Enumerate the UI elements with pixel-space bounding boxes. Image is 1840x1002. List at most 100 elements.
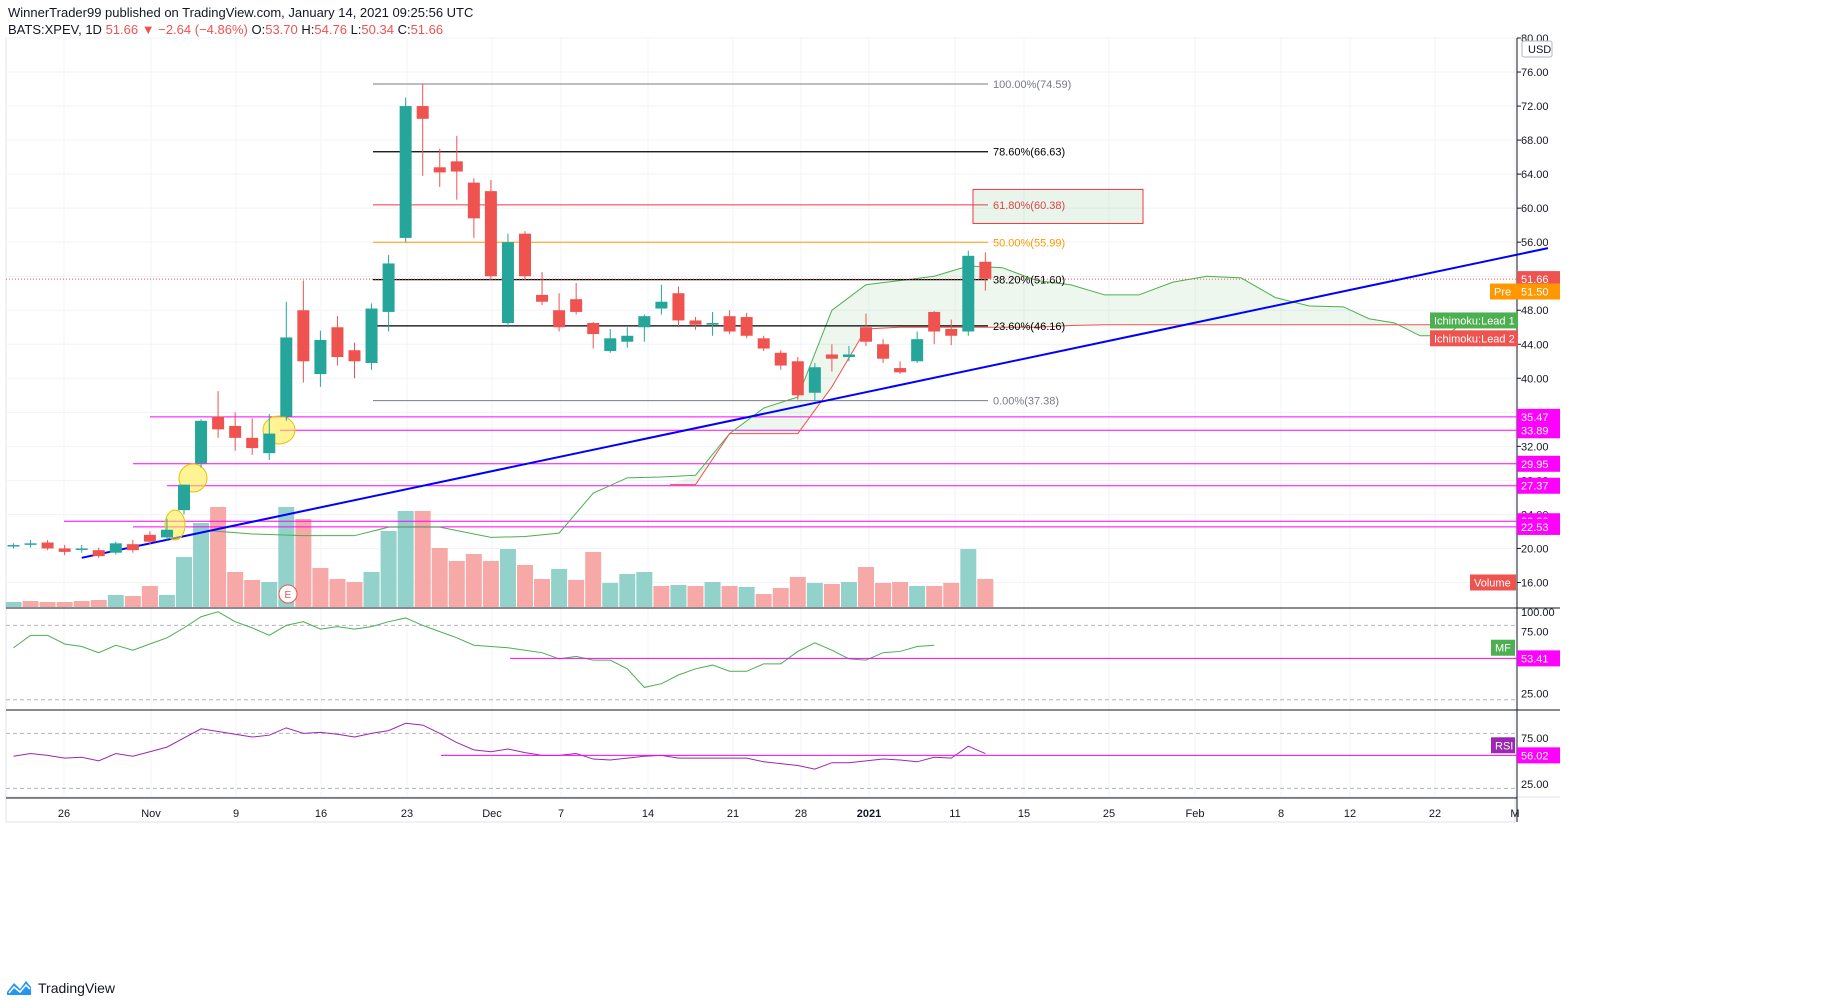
candle-body — [553, 310, 566, 328]
candle-body — [467, 182, 480, 219]
candle-body — [860, 327, 872, 342]
volume-bar — [278, 507, 295, 607]
candle-body — [7, 545, 20, 547]
open-value: 53.70 — [265, 22, 298, 37]
candle-body — [263, 433, 276, 454]
volume-bar — [363, 572, 380, 607]
currency-label: USD — [1528, 44, 1551, 56]
mf-tag-bg — [1491, 639, 1515, 656]
candle-body — [92, 550, 105, 557]
pre-market-badge: 51.50 — [1521, 287, 1549, 299]
candle-body — [587, 323, 600, 335]
candle-body — [416, 106, 429, 119]
candle-body — [570, 299, 583, 312]
ichimoku-lead1-tag-bg — [1430, 312, 1518, 329]
candle-body — [962, 255, 975, 332]
candle-body — [484, 191, 497, 277]
last-price-badge-bg — [1517, 271, 1560, 288]
time-tick-label: 28 — [795, 808, 807, 820]
candle-body — [740, 317, 753, 336]
candle-body — [75, 548, 88, 550]
support-level-badge-bg — [1517, 477, 1560, 494]
volume-bar — [414, 511, 431, 607]
candle-body — [450, 161, 463, 172]
chart-header: WinnerTrader99 published on TradingView.… — [8, 4, 473, 38]
symbol: BATS:XPEV, 1D — [8, 22, 102, 37]
price-tick-label: 20.00 — [1521, 543, 1549, 555]
volume-bar — [721, 586, 738, 607]
volume-bar — [22, 601, 39, 607]
candle-body — [109, 543, 122, 553]
time-tick-label: 22 — [1429, 808, 1441, 820]
candle-body — [126, 544, 139, 551]
volume-bar — [568, 580, 585, 607]
earnings-icon-label: E — [285, 590, 292, 601]
time-tick-label: 21 — [727, 808, 739, 820]
ichimoku-lead1-tag: Ichimoku:Lead 1 — [1434, 315, 1515, 327]
time-tick-label: 25 — [1103, 808, 1115, 820]
candle-body — [672, 293, 685, 321]
volume-bar — [39, 602, 56, 607]
volume-bar — [397, 511, 414, 607]
candle-body — [928, 311, 941, 332]
candle-body — [246, 437, 259, 449]
candle-body — [280, 337, 293, 417]
tradingview-logo-icon — [7, 981, 31, 995]
time-tick-label: Nov — [141, 808, 161, 820]
volume-bar — [329, 579, 346, 607]
price-tick-label: 16.00 — [1521, 577, 1549, 589]
price-tick-label: 56.00 — [1521, 237, 1549, 249]
volume-bar — [892, 582, 909, 607]
fib-target-box — [972, 188, 1144, 224]
candle-body — [314, 340, 327, 375]
rsi-pane: 75.00 25.00 — [6, 722, 1549, 791]
currency-badge — [1521, 40, 1553, 58]
fibonacci-retracement: 100.00%(74.59) 78.60%(66.63) 61.80%(60.38)… — [373, 79, 1071, 408]
time-tick-label: 26 — [58, 808, 70, 820]
ichimoku-lead2-tag: Ichimoku:Lead 2 — [1434, 333, 1515, 345]
fib-level-label: 61.80%(60.38) — [993, 200, 1065, 212]
volume-bar — [227, 572, 244, 607]
volume-bar — [960, 549, 977, 607]
candle-body — [143, 534, 156, 542]
candle-body — [399, 106, 412, 238]
volume-bar — [244, 580, 261, 607]
brand-name: TradingView — [38, 980, 116, 996]
volume-bar — [107, 595, 124, 607]
price-tick-label: 60.00 — [1521, 203, 1549, 215]
volume-bar — [738, 587, 755, 607]
candle-body — [195, 420, 208, 464]
volume-bar — [840, 582, 857, 607]
candle-body — [791, 361, 804, 396]
volume-bar — [124, 596, 141, 607]
volume-bar — [431, 548, 448, 607]
support-level-badge: 27.37 — [1521, 481, 1549, 493]
volume-bars — [5, 507, 994, 607]
price-tick-label: 68.00 — [1521, 135, 1549, 147]
candle-body — [365, 308, 378, 363]
volume-bar — [482, 561, 499, 607]
volume-bar — [602, 583, 619, 607]
fib-level-label: 100.00%(74.59) — [993, 79, 1071, 91]
volume-bar — [90, 600, 107, 607]
candle-body — [24, 543, 37, 545]
time-tick-label: 15 — [1018, 808, 1030, 820]
open-label: O: — [251, 22, 266, 37]
support-level-badge-bg — [1517, 518, 1560, 535]
close-value: 51.66 — [410, 22, 444, 37]
candle-body — [331, 327, 344, 358]
candle-body — [945, 328, 958, 336]
ichimoku-cloud — [209, 265, 1480, 538]
candle-body — [382, 263, 395, 312]
ichimoku-fill — [669, 266, 1480, 485]
time-tick-label: Feb — [1186, 808, 1205, 820]
mf-level-badge-bg — [1517, 650, 1560, 667]
time-tick-label: 12 — [1344, 808, 1356, 820]
candle-body — [638, 316, 651, 328]
mf-tick-label: 100.00 — [1521, 607, 1555, 619]
candle-body — [825, 354, 838, 359]
volume-bar — [636, 572, 653, 607]
time-tick-label: 16 — [315, 808, 327, 820]
volume-bar — [585, 552, 602, 607]
